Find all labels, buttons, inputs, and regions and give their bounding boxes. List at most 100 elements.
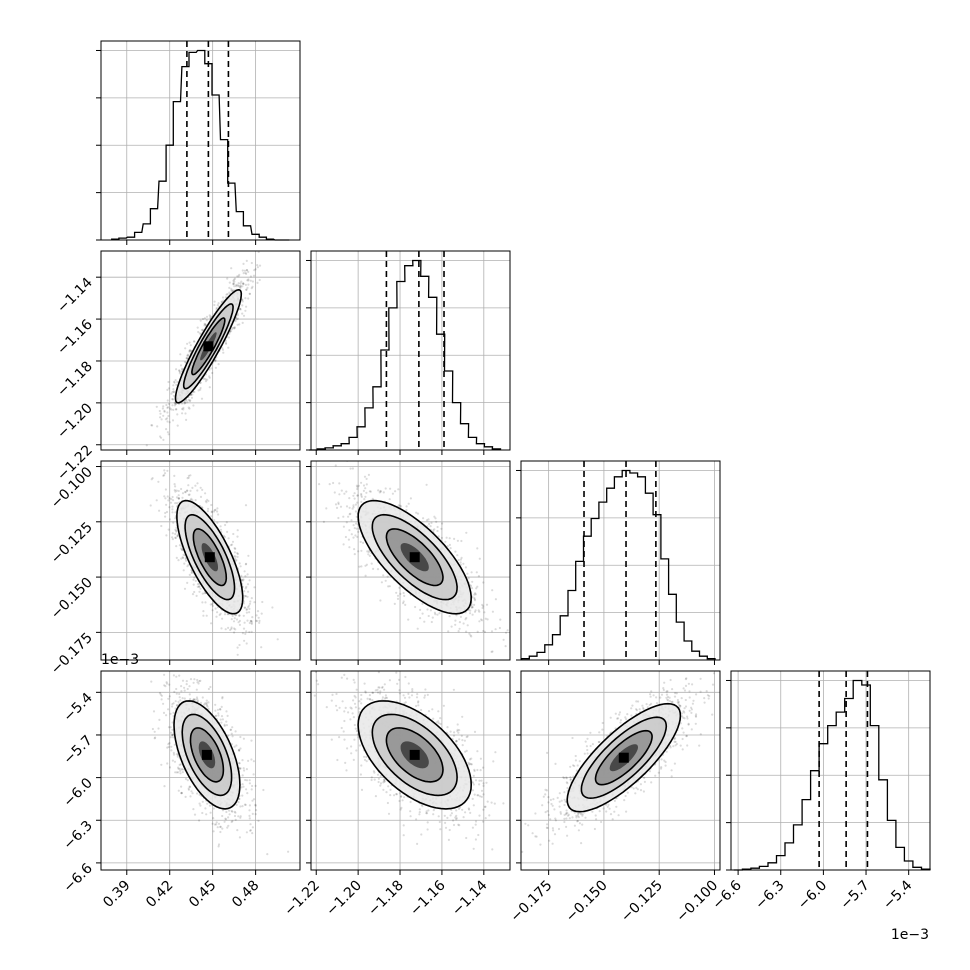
sample-point [474,593,477,596]
sample-point [441,522,444,525]
sample-point [234,557,237,560]
sample-point [171,532,174,535]
sample-point [216,611,219,614]
sample-point [236,317,239,320]
sample-point [178,674,181,677]
sample-point [232,283,235,286]
sample-point [187,406,190,409]
sample-point [253,586,256,589]
sample-point [164,515,167,518]
sample-point [158,718,161,722]
sample-point [182,553,185,557]
sample-point [244,587,247,590]
sample-point [183,360,187,364]
sample-point [175,383,178,386]
sample-point [228,813,231,816]
sample-point [250,621,253,624]
sample-point [189,344,192,347]
sample-point [198,680,201,683]
sample-point [247,270,250,273]
sample-point [394,490,397,493]
sample-point [225,521,228,524]
sample-point [198,793,201,796]
sample-point [434,517,437,520]
sample-point [178,369,181,372]
sample-point [179,772,182,775]
sample-point [176,424,179,427]
sample-point [171,495,174,499]
sample-point [230,287,233,290]
sample-point [348,513,351,516]
sample-point [152,710,156,713]
sample-point [227,346,230,349]
sample-point [230,618,233,621]
sample-point [473,603,476,607]
sample-point [188,349,191,352]
sample-point [364,564,367,567]
sample-point [249,619,252,623]
sample-point [348,546,351,549]
sample-point [246,286,249,289]
sample-point [421,602,424,605]
sample-point [448,615,451,618]
density-panel-2-1 [318,461,514,660]
sample-point [243,590,246,593]
sample-point [173,404,176,407]
sample-point [196,583,200,586]
sample-point [414,605,417,609]
sample-point [473,598,476,601]
sample-point [405,505,408,508]
sample-point [216,521,219,524]
sample-point [250,620,253,623]
sample-point [207,507,210,510]
sample-point [175,771,178,774]
sample-point [252,274,256,277]
sample-point [352,524,355,527]
sample-point [481,603,484,607]
sample-point [352,504,355,507]
panel-inner [318,461,514,660]
sample-point [236,552,239,556]
sample-point [357,530,360,534]
sample-point [191,393,194,396]
sample-point [203,322,206,325]
sample-point [232,282,235,285]
sample-point [404,603,407,607]
sample-point [422,517,425,520]
sample-point [334,464,337,467]
sample-point [245,562,248,565]
sample-point [180,690,183,693]
sample-point [448,543,451,547]
sample-point [186,687,189,691]
histogram-2 [520,469,716,660]
sample-point [363,498,366,501]
sample-point [238,285,241,288]
sample-point [230,328,234,331]
sample-point [467,577,470,580]
sample-point [438,612,441,615]
sample-point [206,498,209,501]
sample-point [338,482,341,485]
sample-point [239,308,242,311]
sample-point [228,291,231,294]
sample-point [235,285,238,288]
sample-point [244,606,247,609]
sample-point [471,605,474,609]
sample-point [448,537,451,540]
sample-point [150,424,153,427]
sample-point [187,484,190,487]
sample-point [150,478,153,481]
sample-point [350,519,353,522]
sample-point [241,794,244,797]
sample-point [502,638,505,641]
sample-point [237,621,240,624]
sample-point [151,477,154,480]
sample-point [251,285,254,288]
sample-point [226,530,229,534]
sample-point [347,515,350,518]
sample-point [325,507,328,510]
sample-point [179,547,182,550]
sample-point [512,658,514,660]
sample-point [419,608,422,612]
sample-point [343,492,346,495]
